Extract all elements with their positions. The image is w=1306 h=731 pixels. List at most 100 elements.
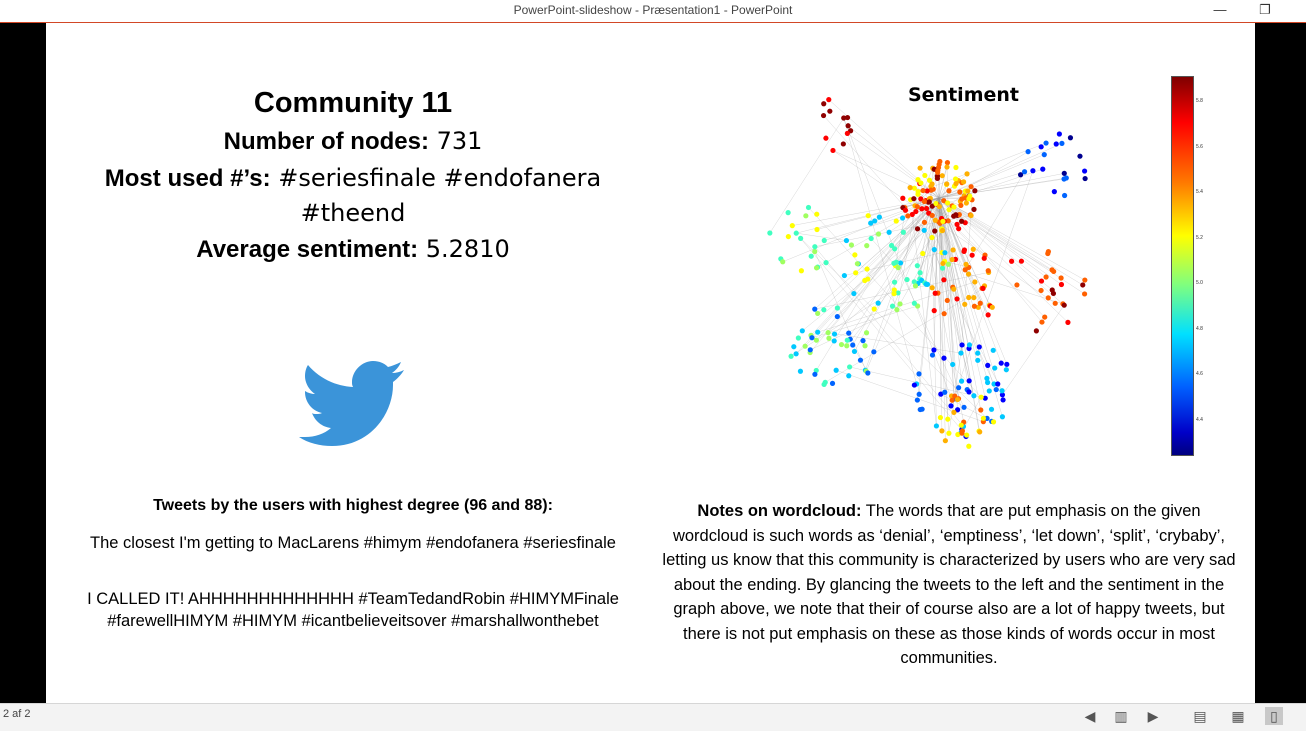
graph-node bbox=[892, 280, 897, 285]
graph-node bbox=[918, 407, 923, 412]
graph-node bbox=[794, 231, 799, 236]
graph-node bbox=[933, 291, 938, 296]
graph-node bbox=[991, 419, 996, 424]
graph-node bbox=[937, 204, 942, 209]
graph-edge bbox=[847, 238, 932, 346]
graph-node bbox=[826, 336, 831, 341]
graph-node bbox=[963, 262, 968, 267]
graph-node bbox=[912, 301, 917, 306]
graph-node bbox=[1080, 282, 1085, 287]
graph-node bbox=[972, 188, 977, 193]
graph-node bbox=[951, 247, 956, 252]
graph-node bbox=[800, 328, 805, 333]
graph-node bbox=[808, 347, 813, 352]
graph-node bbox=[814, 227, 819, 232]
graph-node bbox=[1014, 282, 1019, 287]
sentiment-label: Average sentiment: bbox=[196, 236, 418, 263]
graph-node bbox=[924, 282, 929, 287]
graph-node bbox=[865, 370, 870, 375]
graph-node bbox=[842, 273, 847, 278]
window-title: PowerPoint-slideshow - Præsentation1 - P… bbox=[0, 3, 1306, 17]
letterbox-right bbox=[1255, 23, 1306, 703]
graph-node bbox=[852, 349, 857, 354]
graph-node bbox=[917, 392, 922, 397]
graph-node bbox=[919, 206, 924, 211]
next-icon[interactable]: ▶ bbox=[1144, 707, 1162, 725]
reading-view-icon[interactable]: ▯ bbox=[1265, 707, 1283, 725]
slide-sorter-icon[interactable]: ▦ bbox=[1229, 707, 1247, 725]
graph-node bbox=[975, 351, 980, 356]
graph-node bbox=[915, 226, 920, 231]
graph-node bbox=[986, 312, 991, 317]
minimize-icon[interactable]: — bbox=[1210, 2, 1230, 17]
graph-node bbox=[1051, 269, 1056, 274]
graph-node bbox=[891, 291, 896, 296]
slides-view-icon[interactable]: ▥ bbox=[1112, 707, 1130, 725]
graph-node bbox=[1043, 140, 1048, 145]
normal-view-icon[interactable]: ▤ bbox=[1191, 707, 1209, 725]
graph-node bbox=[1082, 277, 1087, 282]
graph-node bbox=[959, 431, 964, 436]
graph-node bbox=[809, 254, 814, 259]
graph-node bbox=[915, 192, 920, 197]
restore-icon[interactable]: ❐ bbox=[1255, 2, 1275, 18]
graph-node bbox=[1042, 152, 1047, 157]
graph-node bbox=[946, 188, 951, 193]
graph-node bbox=[860, 338, 865, 343]
colorbar-tick: 5.2 bbox=[1196, 235, 1203, 241]
graph-node bbox=[864, 266, 869, 271]
graph-node bbox=[900, 196, 905, 201]
graph-node bbox=[894, 218, 899, 223]
graph-node bbox=[876, 301, 881, 306]
graph-node bbox=[940, 261, 945, 266]
graph-node bbox=[894, 260, 899, 265]
graph-node bbox=[930, 285, 935, 290]
graph-edge bbox=[1002, 305, 1064, 395]
graph-node bbox=[915, 397, 920, 402]
graph-node bbox=[978, 407, 983, 412]
graph-node bbox=[814, 212, 819, 217]
notes-label: Notes on wordcloud: bbox=[697, 502, 861, 520]
graph-edge bbox=[796, 233, 846, 240]
graph-node bbox=[957, 189, 962, 194]
graph-node bbox=[935, 168, 940, 173]
graph-node bbox=[950, 398, 955, 403]
slide[interactable]: Community 11 Number of nodes: 731 Most u… bbox=[46, 23, 1255, 703]
graph-node bbox=[987, 388, 992, 393]
graph-node bbox=[786, 210, 791, 215]
graph-node bbox=[903, 208, 908, 213]
graph-node bbox=[916, 371, 921, 376]
graph-node bbox=[922, 173, 927, 178]
sentiment-value: 5.2810 bbox=[418, 235, 510, 263]
graph-node bbox=[964, 171, 969, 176]
graph-node bbox=[799, 268, 804, 273]
previous-icon[interactable]: ◀ bbox=[1081, 707, 1099, 725]
graph-node bbox=[950, 362, 955, 367]
graph-node bbox=[1039, 319, 1044, 324]
graph-node bbox=[992, 365, 997, 370]
graph-node bbox=[979, 395, 984, 400]
graph-node bbox=[968, 213, 973, 218]
graph-node bbox=[955, 397, 960, 402]
graph-node bbox=[1025, 149, 1030, 154]
graph-node bbox=[1077, 154, 1082, 159]
graph-node bbox=[821, 307, 826, 312]
graph-node bbox=[959, 219, 964, 224]
graph-node bbox=[806, 205, 811, 210]
graph-node bbox=[932, 228, 937, 233]
graph-node bbox=[975, 358, 980, 363]
graph-node bbox=[999, 361, 1004, 366]
graph-node bbox=[1054, 141, 1059, 146]
graph-node bbox=[814, 338, 819, 343]
graph-node bbox=[832, 338, 837, 343]
graph-node bbox=[911, 196, 916, 201]
graph-node bbox=[984, 376, 989, 381]
graph-node bbox=[971, 295, 976, 300]
graph-node bbox=[823, 260, 828, 265]
graph-node bbox=[835, 305, 840, 310]
graph-node bbox=[945, 160, 950, 165]
graph-node bbox=[922, 199, 927, 204]
graph-node bbox=[892, 246, 897, 251]
graph-node bbox=[1000, 414, 1005, 419]
hashtags-line: Most used #’s: #seriesfinale #endofanera bbox=[86, 164, 620, 193]
